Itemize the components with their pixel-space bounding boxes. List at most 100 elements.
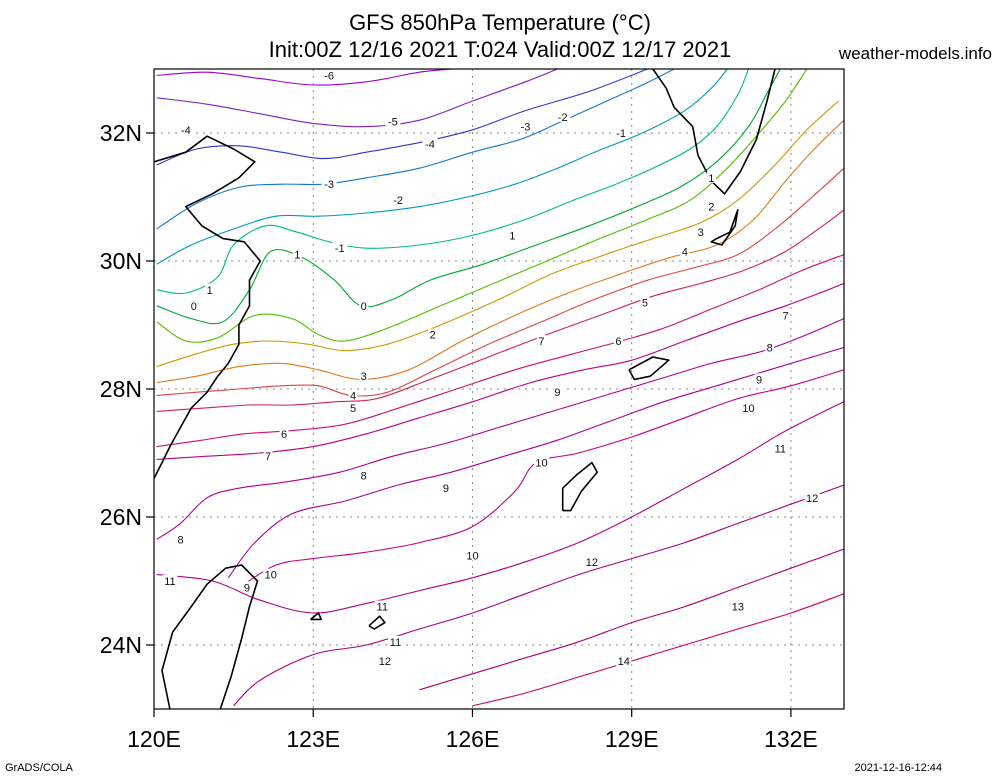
contour-label-bg [706, 200, 716, 212]
contour-label: 7 [538, 336, 544, 348]
contour-label-bg [348, 389, 358, 401]
site-watermark: weather-models.info [838, 44, 992, 63]
coastline [154, 135, 261, 479]
contour-label-bg [518, 120, 534, 132]
contour-label: 8 [177, 534, 183, 546]
contour-label: 1 [708, 173, 714, 185]
contour-label: 8 [361, 470, 367, 482]
tick-label-lon: 120E [127, 726, 181, 752]
contour-label-bg [242, 581, 252, 593]
contour-label-bg [754, 373, 764, 385]
contour-label: -1 [335, 243, 345, 255]
isotherm-line [233, 484, 844, 707]
contour-label-bg [374, 600, 390, 612]
isotherm-line [472, 593, 844, 707]
contour-label-bg [613, 127, 629, 138]
contour-label: 2 [430, 330, 436, 342]
coastline [368, 615, 386, 630]
contour-label: 3 [361, 371, 367, 383]
tick-label-lat: 32N [100, 120, 142, 146]
isotherm-line [156, 69, 558, 128]
isotherm-line [156, 282, 844, 460]
isotherm-line [156, 69, 750, 295]
contour-label: -2 [393, 195, 403, 207]
coastline [561, 461, 598, 512]
tick-label-lon: 123E [286, 726, 340, 752]
contour-label: 9 [554, 387, 560, 399]
contour-label-bg [178, 123, 194, 135]
isotherm-line [227, 346, 844, 579]
contour-label: -2 [558, 112, 568, 124]
contour-label-bg [765, 341, 775, 353]
contour-label-bg [772, 442, 788, 454]
contour-label-bg [292, 248, 302, 260]
isotherm-line [156, 69, 452, 86]
contour-label: 6 [281, 429, 287, 441]
contour-label-bg [552, 386, 562, 398]
contour-label: 0 [361, 301, 367, 313]
contour-label-bg [162, 575, 178, 586]
tick-label-lon: 129E [605, 726, 659, 752]
contour-label: 11 [775, 444, 786, 456]
contour-label-bg [680, 245, 690, 257]
contour-label: -3 [324, 179, 334, 191]
contour-label: 12 [379, 656, 391, 668]
contour-label-bg [321, 69, 337, 81]
contour-label-bg [616, 655, 632, 666]
contour-label: 5 [642, 298, 648, 310]
isotherm-line [156, 69, 728, 265]
isotherm-line [156, 254, 844, 448]
contour-label: -4 [425, 139, 435, 151]
contour-label-bg [321, 178, 337, 190]
contour-label: 0 [191, 301, 197, 313]
isotherm-line [243, 369, 844, 585]
contour-label-bg [464, 549, 480, 561]
isotherm-line [156, 167, 844, 397]
contour-label-bg [706, 171, 716, 183]
contour-label-bg [804, 491, 820, 503]
contour-label-bg [613, 335, 623, 346]
contour-label-bg [781, 309, 791, 321]
contour-label: 11 [377, 602, 388, 614]
tick-label-lat: 28N [100, 376, 142, 402]
contour-label-layer: -6-5-4-4-3-3-2-2-1-10 0111122334455667778… [162, 69, 820, 668]
contour-label: 10 [535, 458, 547, 470]
contour-label: 1 [207, 285, 213, 297]
contour-label: -5 [388, 116, 398, 128]
tick-label-lat: 24N [100, 632, 142, 658]
contour-label: 2 [708, 202, 714, 214]
contour-label: 7 [783, 310, 789, 322]
contour-label-bg [640, 296, 650, 308]
contour-label: 10 [466, 550, 478, 562]
tick-label-lon: 126E [446, 726, 500, 752]
contour-label-bg [377, 655, 393, 666]
contour-label-bg [533, 456, 549, 468]
contour-label-bg [696, 226, 706, 238]
contour-label: 12 [586, 557, 598, 569]
contour-label-bg [536, 335, 546, 346]
contour-label: 13 [732, 602, 744, 614]
coastline [310, 612, 322, 621]
isotherm-line [156, 69, 808, 343]
contour-label: -3 [521, 122, 531, 134]
chart-subtitle: Init:00Z 12/16 2021 T:024 Valid:00Z 12/1… [268, 37, 732, 62]
isotherm-line [156, 401, 844, 614]
contour-label: 4 [682, 246, 688, 258]
contour-label: 11 [390, 637, 401, 649]
contour-label-bg [584, 555, 600, 567]
isotherm-line [419, 548, 844, 691]
contour-label-bg [205, 283, 215, 295]
contour-label-bg [385, 115, 401, 127]
contour-label-bg [428, 328, 438, 340]
contour-label-bg [189, 299, 199, 311]
isotherm-line [156, 100, 840, 368]
coastline [710, 209, 739, 246]
contour-label-bg [388, 635, 403, 647]
isotherm-line [156, 209, 844, 412]
contour-label: 7 [265, 451, 271, 463]
contour-label: 10 [265, 570, 277, 582]
contour-label: 9 [756, 374, 762, 386]
contour-label: 9 [244, 582, 250, 594]
contour-label: 1 [294, 250, 300, 262]
